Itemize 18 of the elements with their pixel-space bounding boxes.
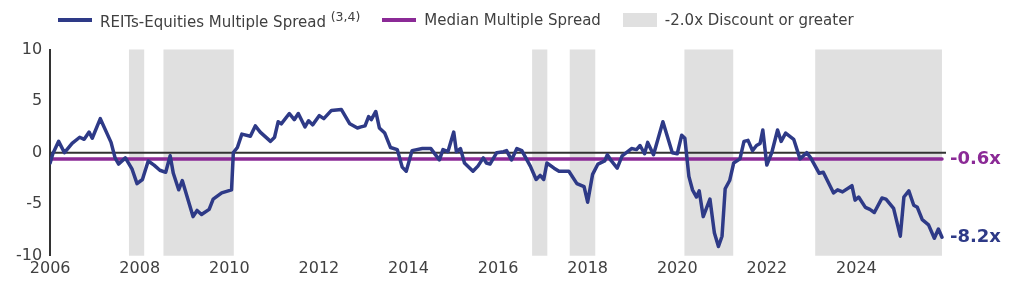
annotation: -0.6x xyxy=(949,146,1002,168)
x-tick-label: 2010 xyxy=(208,257,250,277)
x-tick-label: 2018 xyxy=(567,257,609,277)
legend-label: REITs-Equities Multiple Spread $^{(3,4)}$ xyxy=(100,9,361,31)
x-tick-label: 2008 xyxy=(119,257,161,277)
y-tick-label: 5 xyxy=(31,90,43,110)
x-tick-label: 2016 xyxy=(477,257,519,277)
legend-label: Median Multiple Spread xyxy=(424,11,601,29)
x-tick-label: 2014 xyxy=(388,257,429,277)
x-tick-label: 2020 xyxy=(656,257,698,277)
y-tick-label: 0 xyxy=(31,141,43,161)
legend-label: -2.0x Discount or greater xyxy=(664,11,854,29)
x-tick-label: 2012 xyxy=(298,257,340,277)
x-tick-label: 2022 xyxy=(746,257,788,277)
y-tick-label: 10 xyxy=(21,38,43,58)
x-tick-label: 2024 xyxy=(836,257,877,277)
y-tick-label: -5 xyxy=(26,193,43,213)
annotation: -8.2x xyxy=(949,224,1002,246)
